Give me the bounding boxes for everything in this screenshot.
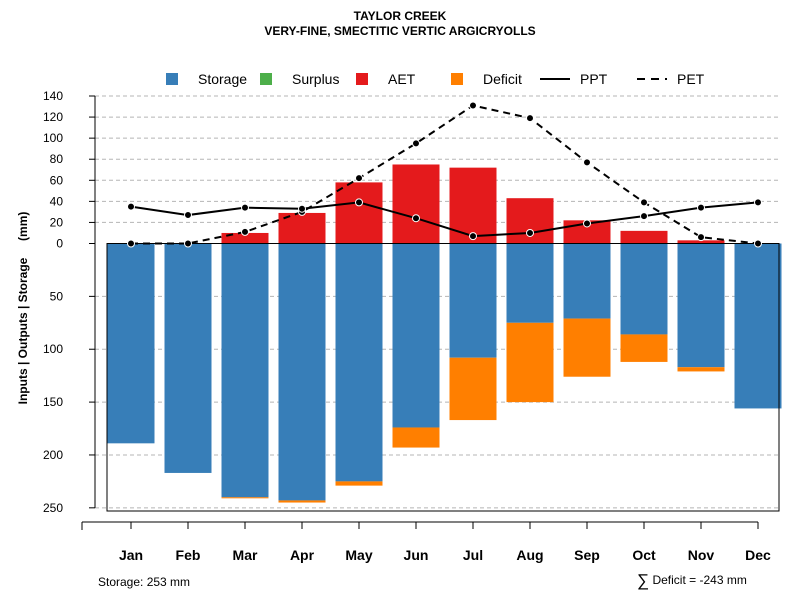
x-tick-label: Oct — [632, 547, 656, 563]
pet-point — [640, 198, 648, 207]
pet-point — [127, 239, 135, 248]
storage-total-label: Storage: 253 mm — [98, 575, 191, 589]
y-tick-label: 60 — [50, 173, 64, 187]
deficit-bar — [449, 357, 497, 421]
y-tick-label: 50 — [50, 289, 64, 303]
storage-bar — [107, 243, 155, 444]
aet-bar — [392, 164, 440, 244]
ppt-point — [355, 198, 363, 207]
legend-storage-swatch — [166, 73, 178, 85]
y-tick-label: 80 — [50, 152, 64, 166]
aet-bar — [449, 167, 497, 244]
ppt-point — [241, 203, 249, 212]
y-tick-label: 100 — [43, 342, 63, 356]
deficit-bar — [506, 322, 554, 403]
y-tick-label: 20 — [50, 215, 64, 229]
x-tick-label: Jul — [463, 547, 483, 563]
storage-bar — [221, 243, 269, 498]
y-tick-label: 150 — [43, 395, 63, 409]
storage-bar — [335, 243, 383, 482]
storage-bar — [449, 243, 497, 358]
pet-point — [526, 114, 534, 123]
ppt-point — [469, 232, 477, 241]
legend-aet-label: AET — [388, 71, 416, 87]
x-tick-label: Jan — [119, 547, 143, 563]
pet-point — [184, 239, 192, 248]
legend-aet-swatch — [356, 73, 368, 85]
ppt-line — [130, 201, 759, 238]
deficit-total: ∑ Deficit = -243 mm — [637, 571, 747, 591]
deficit-bar — [278, 500, 326, 503]
storage-bar — [620, 243, 668, 335]
y-axis-label: Inputs | Outputs | Storage (mm) — [16, 212, 30, 405]
chart-subtitle: VERY-FINE, SMECTITIC VERTIC ARGICRYOLLS — [264, 24, 536, 38]
deficit-bar — [563, 318, 611, 377]
legend-surplus-swatch — [260, 73, 272, 85]
deficit-bar — [335, 481, 383, 486]
x-tick-label: Jun — [404, 547, 429, 563]
ppt-point — [127, 202, 135, 211]
ppt-point — [298, 204, 306, 213]
deficit-bar — [392, 427, 440, 448]
legend-storage-label: Storage — [198, 71, 247, 87]
y-tick-label: 100 — [43, 131, 63, 145]
legend-deficit-swatch — [451, 73, 463, 85]
ppt-point — [640, 212, 648, 221]
legend-surplus-label: Surplus — [292, 71, 339, 87]
ppt-point — [697, 203, 705, 212]
deficit-bar — [221, 497, 269, 499]
deficit-bar — [620, 334, 668, 362]
storage-bar — [164, 243, 212, 473]
x-tick-label: May — [345, 547, 372, 563]
storage-bar — [392, 243, 440, 428]
ppt-point — [184, 211, 192, 220]
storage-bar — [563, 243, 611, 319]
pet-point — [355, 174, 363, 183]
deficit-total-label: Deficit = -243 mm — [652, 573, 747, 587]
chart-title: TAYLOR CREEK — [353, 9, 447, 23]
x-tick-label: Dec — [745, 547, 771, 563]
y-tick-label: 0 — [56, 237, 63, 251]
aet-bar — [677, 240, 725, 244]
storage-bar — [506, 243, 554, 323]
aet-bar — [221, 232, 269, 244]
x-tick-label: Nov — [688, 547, 715, 563]
ppt-point — [412, 214, 420, 223]
x-tick-label: Apr — [290, 547, 315, 563]
x-tick-label: Mar — [233, 547, 258, 563]
y-tick-label: 250 — [43, 501, 63, 515]
pet-point — [754, 239, 762, 248]
aet-bar — [620, 230, 668, 244]
legend-ppt-label: PPT — [580, 71, 608, 87]
y-tick-label: 140 — [43, 89, 63, 103]
pet-point — [241, 227, 249, 236]
aet-bar — [335, 182, 383, 244]
pet-point — [412, 139, 420, 148]
y-tick-label: 200 — [43, 448, 63, 462]
x-tick-label: Feb — [176, 547, 201, 563]
y-tick-label: 40 — [50, 194, 64, 208]
ppt-point — [526, 228, 534, 237]
pet-point — [697, 233, 705, 242]
deficit-bar — [677, 367, 725, 372]
pet-point — [469, 101, 477, 110]
pet-line — [131, 104, 759, 245]
y-tick-label: 120 — [43, 110, 63, 124]
x-tick-label: Aug — [516, 547, 543, 563]
ppt-point — [754, 198, 762, 207]
storage-bar — [677, 243, 725, 368]
pet-point — [583, 158, 591, 167]
storage-bar — [278, 243, 326, 501]
storage-bar — [734, 243, 782, 409]
sum-icon: ∑ — [637, 571, 650, 590]
legend-deficit-label: Deficit — [483, 71, 522, 87]
x-tick-label: Sep — [574, 547, 600, 563]
ppt-point — [583, 219, 591, 228]
legend-pet-label: PET — [677, 71, 705, 87]
